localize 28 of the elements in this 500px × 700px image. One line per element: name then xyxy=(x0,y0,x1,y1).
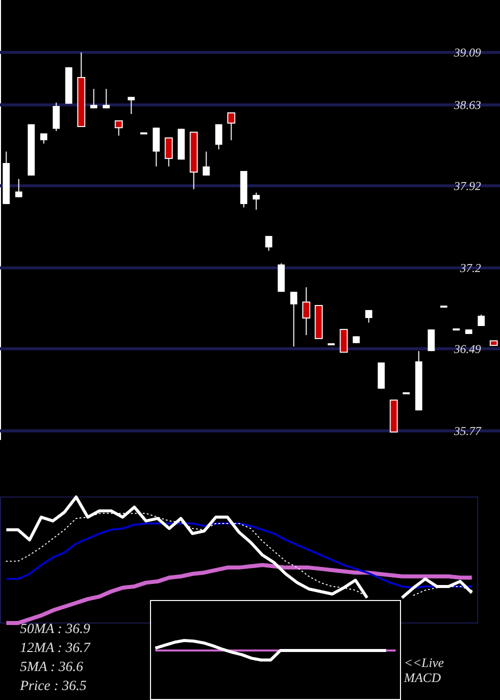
candlestick xyxy=(52,102,60,132)
y-tick-label: 35.77 xyxy=(453,424,482,438)
candlestick xyxy=(252,192,260,210)
candlestick xyxy=(265,235,272,252)
candlestick xyxy=(202,151,210,176)
y-tick-label: 39.09 xyxy=(453,45,481,60)
candlestick xyxy=(164,137,173,167)
y-tick-label: 36.49 xyxy=(453,342,481,356)
y-tick-label: 38.63 xyxy=(453,98,481,112)
text: 12MA : 36.7 xyxy=(20,641,92,656)
candlestick xyxy=(114,120,123,136)
candlestick xyxy=(340,328,348,353)
candlestick xyxy=(15,178,22,198)
candlestick xyxy=(128,96,135,114)
candlestick xyxy=(215,124,222,150)
y-tick-label: 37.2 xyxy=(459,260,481,275)
text: Price : 36.5 xyxy=(19,679,86,694)
candlestick xyxy=(90,88,98,109)
candlestick xyxy=(302,286,310,336)
annotation: 50MA : 36.9 xyxy=(20,622,90,637)
candlestick xyxy=(365,310,372,324)
text: <<Live MACD xyxy=(403,655,444,685)
candlestick xyxy=(227,112,236,141)
text: 5MA : 36.6 xyxy=(20,660,84,675)
candlestick xyxy=(290,291,298,348)
y-tick-label: 37.92 xyxy=(453,178,481,193)
candlestick xyxy=(102,88,110,109)
candlestick xyxy=(152,127,160,167)
